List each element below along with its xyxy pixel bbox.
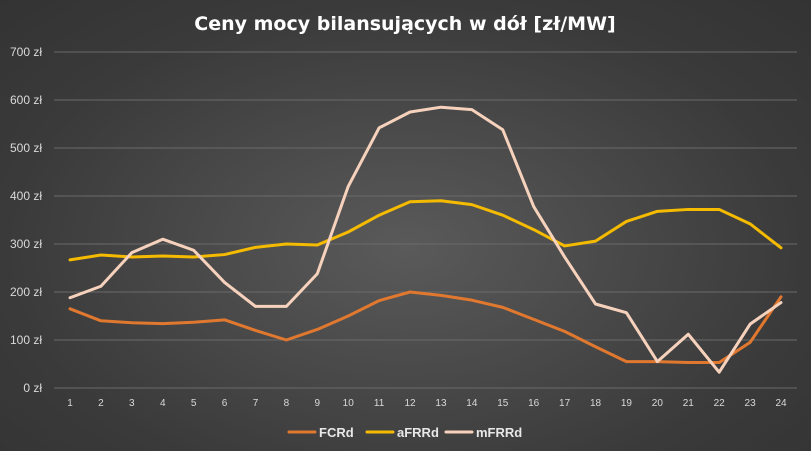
x-tick-label: 9 [315,398,321,409]
x-tick-label: 10 [343,398,355,409]
legend-label-fcrd: FCRd [319,425,354,440]
x-tick-label: 14 [466,398,478,409]
y-tick-label: 500 zł [10,141,42,155]
y-tick-label: 0 zł [23,381,42,395]
x-tick-label: 5 [191,398,197,409]
y-tick-label: 700 zł [10,45,42,59]
series-line-afrrd [68,199,783,262]
x-tick-label: 6 [222,398,228,409]
y-tick-label: 300 zł [10,237,42,251]
x-tick-label: 12 [404,398,416,409]
x-tick-label: 16 [528,398,540,409]
x-tick-label: 7 [253,398,259,409]
y-axis-labels: 0 zł 100 zł 200 zł 300 zł 400 zł 500 zł 600 zł… [10,45,42,395]
y-tick-label: 600 zł [10,93,42,107]
x-tick-label: 24 [775,398,787,409]
series-line-mfrrd [68,105,783,374]
series-line-fcrd [68,290,783,365]
x-tick-label: 1 [67,398,73,409]
x-tick-label: 11 [374,398,385,409]
legend: FCRd aFRRd mFRRd [287,425,522,440]
x-tick-label: 23 [745,398,757,409]
x-tick-label: 2 [98,398,104,409]
y-tick-label: 100 zł [10,333,42,347]
x-tick-label: 8 [284,398,290,409]
x-tick-label: 4 [160,398,166,409]
x-tick-label: 17 [559,398,571,409]
x-tick-label: 18 [590,398,602,409]
legend-label-afrrd: aFRRd [397,425,439,440]
y-tick-label: 200 zł [10,285,42,299]
x-tick-label: 21 [683,398,695,409]
series-layer [68,105,783,374]
x-tick-label: 22 [714,398,726,409]
y-tick-label: 400 zł [10,189,42,203]
legend-label-mfrrd: mFRRd [476,425,522,440]
x-tick-label: 3 [129,398,135,409]
x-tick-label: 15 [497,398,509,409]
chart-title: Ceny mocy bilansujących w dół [zł/MW] [194,13,615,35]
x-tick-label: 19 [621,398,633,409]
x-tick-label: 13 [435,398,447,409]
x-axis-labels: 1 2 3 4 5 6 7 8 9 10 11 12 13 14 15 16 17 18 19 20 21 22 23 24 [67,398,787,409]
x-tick-label: 20 [652,398,664,409]
